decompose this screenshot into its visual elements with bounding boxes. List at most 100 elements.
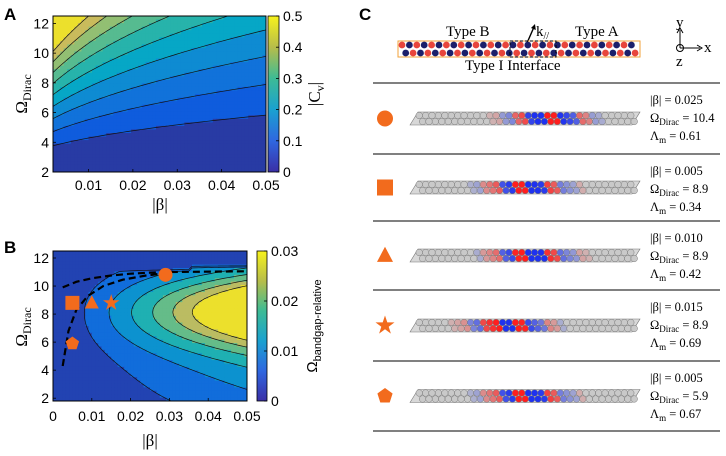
contour-cell (82, 251, 86, 256)
contour-cell (99, 40, 104, 45)
contour-cell (251, 97, 256, 102)
contour-cell (127, 76, 132, 81)
contour-cell (72, 373, 77, 378)
contour-cell (148, 157, 153, 162)
contour-cell (152, 51, 157, 56)
contour-cell (223, 90, 228, 95)
contour-cell (69, 264, 73, 269)
contour-cell (205, 44, 210, 49)
contour-cell (163, 133, 168, 138)
contour-cell (226, 161, 232, 166)
contour-cell (230, 69, 235, 74)
contour-cell (191, 129, 196, 134)
contour-cell (262, 65, 266, 70)
contour-cell (217, 268, 222, 273)
contour-cell (180, 94, 185, 99)
contour-cell (65, 251, 70, 256)
contour-cell (184, 69, 189, 74)
contour-cell (114, 312, 119, 317)
contour-cell (212, 69, 217, 74)
contour-cell (204, 281, 209, 286)
contour-cell (208, 329, 213, 334)
contour-cell (185, 363, 190, 368)
contour-cell (202, 115, 207, 120)
contour-cell (191, 118, 196, 123)
contour-cell (234, 79, 239, 84)
contour-cell (188, 261, 193, 266)
contour-cell (240, 271, 245, 276)
contour-cell (223, 125, 228, 131)
contour-cell (56, 377, 61, 382)
contour-cell (134, 118, 139, 123)
contour-cell (124, 278, 128, 283)
contour-cell (219, 30, 224, 35)
contour-cell (227, 373, 232, 378)
contour-cell (72, 308, 77, 313)
contour-cell (230, 115, 235, 120)
contour-cell (179, 251, 183, 256)
contour-cell (173, 79, 178, 84)
contour-cell (237, 86, 242, 92)
contour-cell (244, 51, 249, 56)
contour-cell (109, 101, 114, 106)
contour-cell (143, 302, 148, 307)
contour-cell (77, 58, 82, 63)
contour-cell (243, 315, 247, 320)
contour-cell (77, 118, 82, 123)
contour-cell (195, 370, 200, 375)
contour-cell (141, 83, 146, 88)
contour-cell (175, 257, 180, 262)
contour-cell (198, 147, 203, 152)
contour-cell (67, 94, 72, 99)
contour-cell (63, 115, 68, 120)
contour-cell (124, 373, 128, 378)
contour-cell (78, 315, 83, 320)
contour-cell (140, 332, 145, 337)
contour-cell (198, 65, 203, 70)
contour-cell (124, 136, 129, 141)
contour-cell (70, 101, 75, 106)
contour-cell (59, 291, 64, 296)
contour-cell (237, 154, 242, 159)
contour-cell (175, 251, 180, 256)
contour-cell (137, 302, 141, 307)
contour-cell (84, 55, 90, 60)
contour-cell (124, 44, 129, 49)
contour-cell (127, 312, 132, 317)
contour-cell (211, 298, 216, 303)
contour-cell (185, 329, 190, 334)
contour-cell (234, 268, 238, 273)
contour-cell (63, 37, 68, 42)
contour-cell (91, 254, 96, 259)
contour-cell (159, 133, 164, 138)
contour-cell (159, 26, 164, 31)
contour-cell (141, 69, 146, 74)
contour-cell (208, 353, 213, 358)
contour-cell (170, 83, 175, 88)
contour-cell (53, 343, 57, 348)
contour-cell (152, 104, 157, 109)
contour-cell (114, 332, 119, 337)
contour-cell (180, 23, 185, 28)
contour-cell (180, 58, 185, 63)
contour-cell (104, 302, 109, 307)
contour-cell (201, 373, 206, 378)
contour-cell (230, 58, 235, 63)
contour-cell (173, 26, 178, 31)
contour-cell (127, 319, 132, 324)
contour-cell (244, 122, 249, 127)
contour-cell (212, 118, 217, 123)
contour-cell (74, 94, 79, 99)
contour-cell (159, 129, 164, 134)
contour-cell (92, 62, 97, 67)
contour-cell (140, 326, 145, 331)
contour-cell (56, 136, 61, 141)
contour-cell (184, 86, 189, 92)
contour-cell (205, 122, 210, 127)
contour-cell (60, 58, 65, 63)
contour-cell (150, 278, 154, 283)
contour-cell (124, 157, 129, 162)
contour-cell (172, 329, 177, 334)
contour-cell (187, 44, 193, 49)
contour-cell (212, 129, 217, 134)
